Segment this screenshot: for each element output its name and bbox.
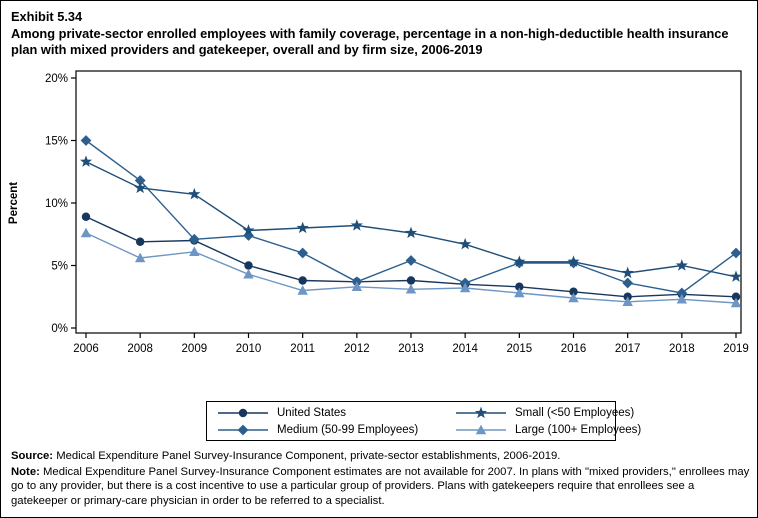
note-label: Note: xyxy=(11,466,40,478)
svg-text:2006: 2006 xyxy=(73,343,99,355)
legend-item: Small (<50 Employees) xyxy=(455,405,641,421)
svg-text:2015: 2015 xyxy=(507,343,533,355)
svg-text:2012: 2012 xyxy=(344,343,370,355)
svg-text:2016: 2016 xyxy=(561,343,587,355)
svg-text:2013: 2013 xyxy=(398,343,424,355)
svg-text:5%: 5% xyxy=(51,261,68,273)
svg-text:15%: 15% xyxy=(45,136,68,148)
series-large-100-employees xyxy=(80,227,742,308)
note-text: Note: Medical Expenditure Panel Survey-I… xyxy=(11,465,751,508)
svg-text:2009: 2009 xyxy=(182,343,208,355)
svg-text:2014: 2014 xyxy=(452,343,478,355)
plot-area xyxy=(75,70,742,334)
star-marker-icon xyxy=(456,406,506,418)
legend-item: Large (100+ Employees) xyxy=(455,422,641,438)
y-axis-label: Percent xyxy=(8,182,20,224)
svg-text:2008: 2008 xyxy=(127,343,153,355)
series-small-50-employees xyxy=(79,155,743,282)
svg-text:0%: 0% xyxy=(51,323,68,335)
legend-label: Medium (50-99 Employees) xyxy=(277,423,419,436)
y-axis: 0% 5% 10% 15% 20% xyxy=(45,73,76,335)
diamond-marker-icon xyxy=(218,424,268,435)
chart-header: Exhibit 5.34 Among private-sector enroll… xyxy=(11,9,745,58)
legend-item: United States xyxy=(217,405,455,421)
legend-item: Medium (50-99 Employees) xyxy=(217,422,455,438)
series-medium-50-99-employees xyxy=(80,135,742,299)
legend-label: Small (<50 Employees) xyxy=(515,406,635,419)
source-label: Source: xyxy=(11,450,54,462)
note-body: Medical Expenditure Panel Survey-Insuran… xyxy=(11,466,750,507)
triangle-marker-icon xyxy=(456,424,506,434)
circle-marker-icon xyxy=(218,408,268,417)
legend-label: Large (100+ Employees) xyxy=(515,423,642,436)
chart-title: Among private-sector enrolled employees … xyxy=(11,25,729,57)
svg-text:2018: 2018 xyxy=(669,343,695,355)
x-axis: 2006 2008 2009 2010 2011 2012 2013 2014 2015 2016… xyxy=(73,333,749,355)
legend-label: United States xyxy=(277,406,347,419)
source-text: Source: Medical Expenditure Panel Survey… xyxy=(11,449,749,464)
svg-text:20%: 20% xyxy=(45,73,68,85)
exhibit-number: Exhibit 5.34 xyxy=(11,9,83,24)
svg-text:2011: 2011 xyxy=(290,343,315,355)
svg-text:2017: 2017 xyxy=(615,343,641,355)
line-chart: 0% 5% 10% 15% 20% Percent 2006 2008 2009 2010 2011… xyxy=(8,70,749,355)
source-body: Medical Expenditure Panel Survey-Insuran… xyxy=(53,450,561,462)
svg-text:10%: 10% xyxy=(45,198,68,210)
chart-legend: United States Small (<50 Employees) Medium… xyxy=(206,401,641,441)
svg-text:2019: 2019 xyxy=(723,343,749,355)
svg-text:2010: 2010 xyxy=(236,343,262,355)
